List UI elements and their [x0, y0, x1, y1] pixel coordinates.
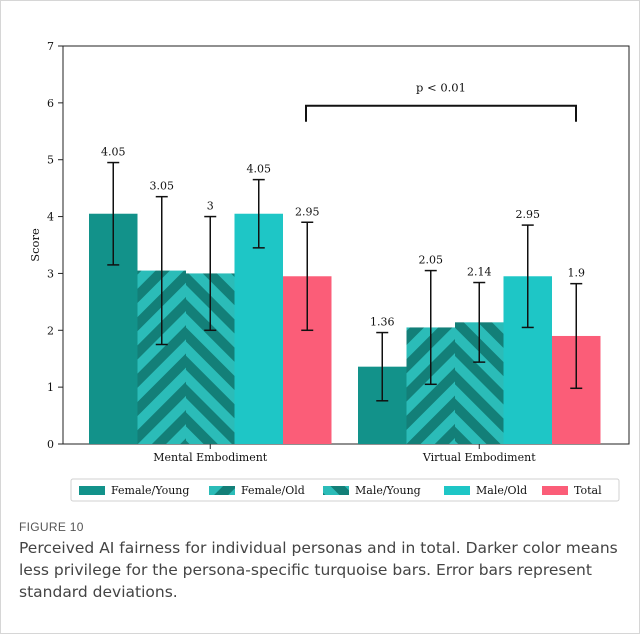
data-label: 2.14 — [467, 266, 492, 279]
bar — [234, 213, 283, 444]
y-tick-label: 1 — [47, 381, 54, 394]
bar-chart: 0 1 2 3 4 5 6 7 Score 4.05 3.05 3 4.05 2.95 1.36 2.05 2.… — [28, 40, 630, 502]
y-tick-label: 3 — [47, 267, 54, 280]
significance-label: p < 0.01 — [416, 81, 466, 95]
legend-swatch — [209, 486, 235, 495]
y-tick-label: 4 — [47, 211, 54, 224]
y-axis-label: Score — [28, 228, 42, 262]
significance-bracket — [305, 104, 577, 122]
data-label: 4.05 — [247, 163, 272, 176]
legend-label: Female/Old — [241, 484, 305, 497]
data-label: 1.36 — [370, 316, 395, 329]
data-label: 4.05 — [101, 146, 126, 159]
legend-swatch — [323, 486, 349, 495]
y-tick-label: 6 — [47, 97, 54, 110]
figure-label: FIGURE 10 — [19, 520, 84, 534]
data-label: 2.95 — [295, 205, 320, 218]
legend-swatch — [79, 486, 105, 495]
data-label: 3.05 — [150, 180, 175, 193]
figure-caption: Perceived AI fairness for individual per… — [19, 539, 618, 601]
legend-label: Male/Young — [355, 484, 421, 497]
x-tick-label: Mental Embodiment — [153, 451, 268, 464]
data-label: 2.05 — [419, 254, 444, 267]
legend-label: Male/Old — [476, 484, 527, 497]
legend-label: Total — [574, 484, 602, 497]
data-label: 1.9 — [568, 267, 586, 280]
data-label: 3 — [207, 200, 214, 213]
legend-label: Female/Young — [111, 484, 189, 497]
x-tick-label: Virtual Embodiment — [422, 451, 536, 464]
data-label: 2.95 — [516, 208, 541, 221]
legend-swatch — [542, 486, 568, 495]
legend-swatch — [444, 486, 470, 495]
y-tick-label: 5 — [47, 154, 54, 167]
y-tick-label: 7 — [47, 40, 54, 53]
y-tick-label: 0 — [47, 438, 54, 451]
plot-area-frame — [62, 45, 630, 445]
y-tick-label: 2 — [47, 324, 54, 337]
